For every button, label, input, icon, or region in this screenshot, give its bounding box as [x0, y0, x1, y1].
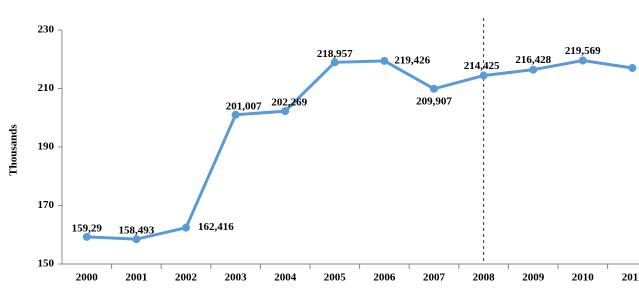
y-tick-label: 210 — [38, 82, 55, 94]
x-tick-label: 2001 — [125, 272, 147, 284]
y-tick-label: 150 — [38, 258, 55, 270]
x-tick-label: 2005 — [324, 272, 347, 284]
x-tick-label: 2003 — [225, 272, 248, 284]
data-label: 216,428 — [515, 54, 551, 66]
y-tick-label: 170 — [38, 199, 55, 211]
y-tick-label: 190 — [38, 141, 55, 153]
x-tick-label: 2004 — [274, 272, 297, 284]
x-tick-label: 2007 — [423, 272, 446, 284]
y-tick-label: 230 — [38, 24, 55, 36]
point — [82, 232, 91, 241]
point — [529, 65, 538, 74]
data-label: 159,29 — [72, 222, 103, 234]
data-label: 209,907 — [416, 95, 452, 107]
data-label: 162,416 — [198, 221, 234, 233]
x-tick-label: 2009 — [522, 272, 545, 284]
point — [330, 58, 339, 67]
line-series — [86, 58, 633, 241]
data-label: 201,007 — [226, 100, 262, 112]
data-label: 158,493 — [119, 225, 155, 237]
x-tick-label: 2006 — [373, 272, 396, 284]
data-label: 219,426 — [394, 54, 430, 66]
point — [628, 64, 637, 73]
point — [430, 84, 438, 93]
data-label: 202,269 — [271, 97, 307, 109]
x-tick-label: 2010 — [572, 272, 595, 284]
point — [380, 56, 389, 65]
point — [182, 223, 190, 232]
data-label: 219,569 — [565, 45, 601, 57]
data-label: 214,425 — [464, 60, 500, 72]
point — [578, 56, 587, 65]
point — [281, 107, 290, 116]
point — [132, 235, 141, 244]
y-axis-label: Thousands — [8, 124, 20, 176]
x-tick-label: 2000 — [76, 272, 99, 284]
point — [479, 71, 488, 80]
x-tick-label: 2008 — [473, 272, 496, 284]
x-tick-label: 2002 — [175, 272, 198, 284]
point — [231, 110, 240, 119]
data-label: 218,957 — [317, 48, 353, 60]
